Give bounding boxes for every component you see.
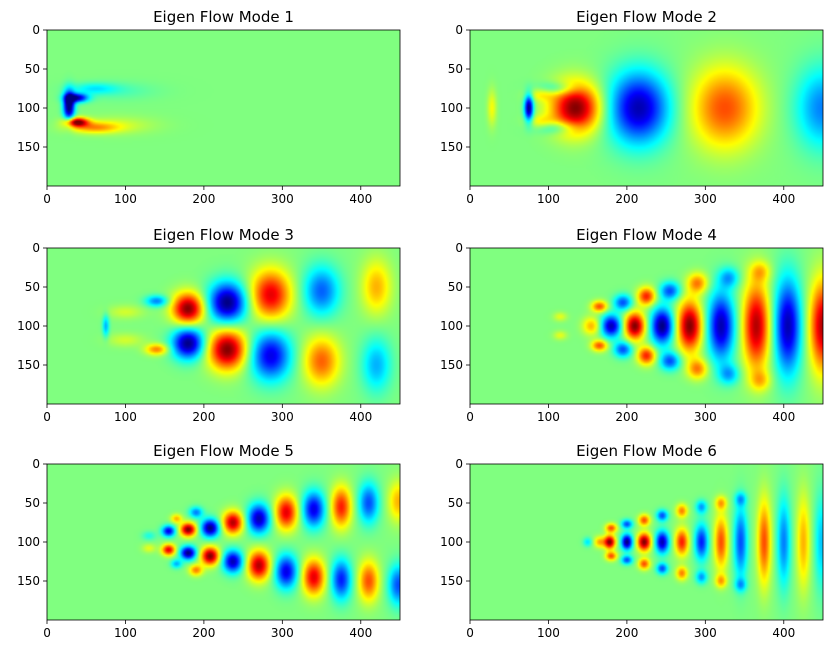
subplot-mode-5: Eigen Flow Mode 5 0 100 200 300 400 0 50 100 150 [17,442,401,640]
x-tick-label: 300 [694,192,717,206]
heatmap-image [47,30,400,186]
plot-title: Eigen Flow Mode 2 [576,8,717,26]
plot-title: Eigen Flow Mode 5 [153,442,294,460]
x-tick-label: 100 [114,192,137,206]
y-tick-label: 100 [17,319,40,333]
x-tick-label: 300 [271,192,294,206]
heatmap-image [470,30,823,186]
subplot-mode-4: Eigen Flow Mode 4 0 100 200 300 400 0 50 100 150 [440,226,824,424]
x-tick-label: 400 [349,192,372,206]
x-tick-label: 0 [466,192,474,206]
y-tick-label: 150 [17,140,40,154]
x-tick-label: 200 [615,192,638,206]
plot-title: Eigen Flow Mode 1 [153,8,294,26]
x-tick-label: 200 [192,626,215,640]
x-tick-label: 100 [537,192,560,206]
y-tick-label: 100 [440,101,463,115]
x-tick-label: 200 [192,410,215,424]
x-tick-label: 400 [349,410,372,424]
y-tick-label: 0 [32,241,40,255]
y-tick-label: 150 [440,358,463,372]
x-tick-label: 100 [114,626,137,640]
y-tick-label: 50 [25,280,40,294]
y-tick-label: 100 [440,535,463,549]
heatmap-image [470,464,823,620]
heatmap-image [47,464,400,620]
x-tick-label: 100 [114,410,137,424]
plot-title: Eigen Flow Mode 4 [576,226,717,244]
x-tick-label: 0 [466,626,474,640]
heatmap-image [470,248,823,404]
x-tick-label: 300 [694,410,717,424]
y-tick-label: 100 [17,535,40,549]
x-tick-label: 200 [615,626,638,640]
x-tick-label: 400 [772,626,795,640]
y-tick-label: 150 [17,358,40,372]
x-tick-label: 0 [466,410,474,424]
subplot-mode-3: Eigen Flow Mode 3 0 100 200 300 400 0 50 100 150 [17,226,401,424]
subplot-mode-1: Eigen Flow Mode 1 0 100 200 300 400 0 50 100 150 [17,8,401,206]
x-tick-label: 100 [537,410,560,424]
x-tick-label: 400 [349,626,372,640]
y-tick-label: 0 [32,457,40,471]
plot-title: Eigen Flow Mode 3 [153,226,294,244]
y-tick-label: 150 [17,574,40,588]
x-tick-label: 400 [772,410,795,424]
x-tick-label: 300 [271,626,294,640]
x-tick-label: 300 [271,410,294,424]
y-tick-label: 50 [25,62,40,76]
heatmap-image [47,248,400,404]
subplot-mode-2: Eigen Flow Mode 2 0 100 200 300 400 0 50 100 150 [440,8,824,206]
y-tick-label: 0 [455,23,463,37]
x-tick-label: 400 [772,192,795,206]
x-tick-label: 300 [694,626,717,640]
y-tick-label: 100 [440,319,463,333]
y-tick-label: 50 [448,496,463,510]
x-tick-label: 200 [615,410,638,424]
y-tick-label: 150 [440,574,463,588]
x-tick-label: 0 [43,626,51,640]
y-tick-label: 0 [32,23,40,37]
x-tick-label: 0 [43,192,51,206]
y-tick-label: 0 [455,457,463,471]
y-tick-label: 50 [448,280,463,294]
y-tick-label: 100 [17,101,40,115]
y-tick-label: 50 [25,496,40,510]
subplot-mode-6: Eigen Flow Mode 6 0 100 200 300 400 0 50 100 150 [440,442,824,640]
plot-title: Eigen Flow Mode 6 [576,442,717,460]
x-tick-label: 100 [537,626,560,640]
y-tick-label: 0 [455,241,463,255]
y-tick-label: 50 [448,62,463,76]
x-tick-label: 0 [43,410,51,424]
y-tick-label: 150 [440,140,463,154]
x-tick-label: 200 [192,192,215,206]
